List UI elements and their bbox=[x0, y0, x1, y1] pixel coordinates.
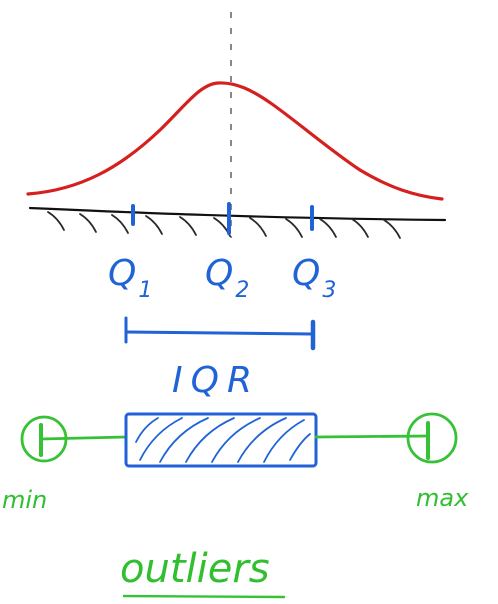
boxplot bbox=[20, 412, 458, 468]
iqr-bracket bbox=[124, 316, 316, 351]
min-label: min bbox=[2, 486, 47, 514]
max-label: max bbox=[416, 484, 469, 512]
min-whisker bbox=[39, 435, 128, 441]
q3-subscript: 3 bbox=[322, 278, 336, 303]
axis-hatching bbox=[47, 211, 401, 239]
q2-subscript: 2 bbox=[235, 278, 249, 303]
outliers-label: outliers bbox=[120, 546, 270, 592]
max-whisker bbox=[314, 434, 430, 439]
outliers-underline bbox=[122, 594, 286, 599]
distribution-curve bbox=[26, 81, 444, 201]
q3-label: Q3 bbox=[292, 253, 336, 303]
q1-subscript: 1 bbox=[138, 278, 152, 303]
q1-label: Q1 bbox=[108, 253, 152, 303]
max-circle bbox=[406, 412, 458, 464]
q2-label: Q2 bbox=[205, 253, 249, 303]
box-hatching bbox=[135, 417, 311, 463]
x-axis-line bbox=[28, 206, 447, 222]
iqr-label: IQR bbox=[172, 360, 260, 401]
iqr-box bbox=[124, 412, 318, 468]
